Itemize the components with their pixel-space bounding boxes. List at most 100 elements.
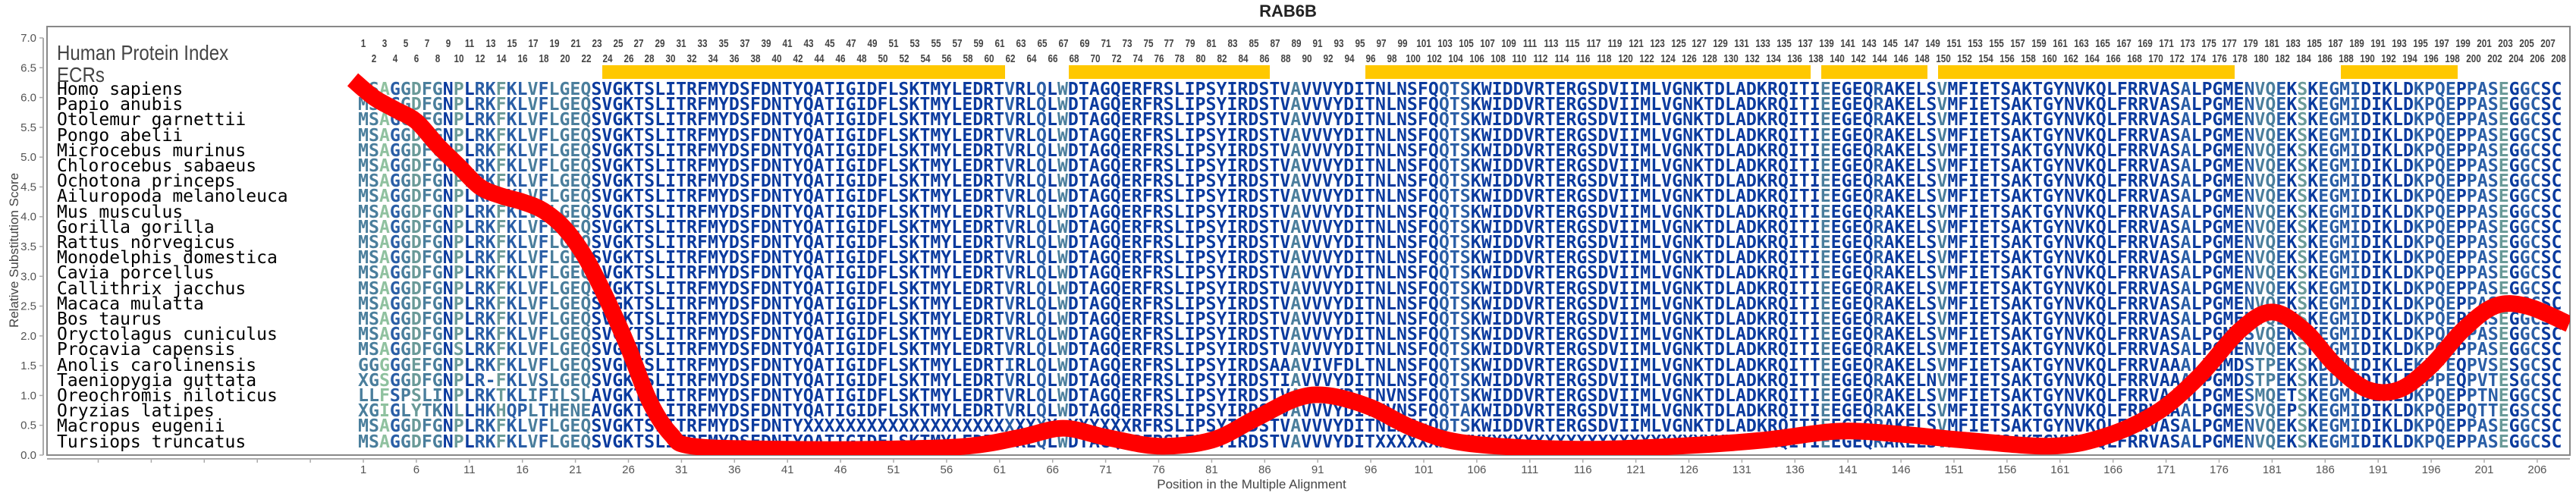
- position-number: 170: [2147, 52, 2163, 65]
- residue: K: [2382, 79, 2392, 99]
- residue: S: [739, 79, 750, 99]
- residue: R: [686, 79, 697, 99]
- position-number: 189: [2349, 37, 2364, 50]
- residue: K: [623, 94, 634, 115]
- residue: A: [2180, 79, 2191, 99]
- residue: P: [2424, 79, 2435, 99]
- position-number: 182: [2275, 52, 2291, 65]
- position-number: 148: [1915, 52, 1930, 65]
- residue: F: [538, 79, 549, 99]
- position-number: 89: [1291, 37, 1302, 50]
- residue: S: [1163, 94, 1174, 115]
- residue: I: [856, 79, 867, 99]
- residue: F: [749, 94, 761, 115]
- position-number: 196: [2424, 52, 2439, 65]
- residue: E: [1820, 79, 1831, 99]
- position-number: 188: [2339, 52, 2355, 65]
- residue: D: [1502, 94, 1513, 115]
- position-number: 5: [403, 37, 409, 50]
- position-number: 2: [371, 52, 377, 65]
- position-number: 98: [1387, 52, 1397, 65]
- position-number: 146: [1893, 52, 1908, 65]
- position-number: 143: [1861, 37, 1877, 50]
- residue: Y: [941, 94, 952, 115]
- residue: I: [2371, 79, 2383, 99]
- residue: A: [2159, 79, 2170, 99]
- position-number: 162: [2063, 52, 2078, 65]
- residue: Q: [803, 94, 814, 115]
- position-number: 31: [676, 37, 686, 50]
- position-number: 180: [2254, 52, 2270, 65]
- position-number: 12: [475, 52, 485, 65]
- position-number: 64: [1026, 52, 1037, 65]
- residue: L: [1173, 79, 1185, 99]
- residue: I: [1354, 94, 1365, 115]
- position-number: 81: [1206, 37, 1217, 50]
- residue: E: [1120, 94, 1132, 115]
- residue: N: [771, 79, 782, 99]
- position-number: 133: [1755, 37, 1771, 50]
- position-number: 23: [592, 37, 602, 50]
- residue: V: [602, 94, 613, 115]
- position-number: 177: [2222, 37, 2238, 50]
- residue: V: [1301, 79, 1312, 99]
- residue: A: [2159, 94, 2170, 115]
- position-number: 208: [2551, 52, 2566, 65]
- position-number: 4: [392, 52, 398, 65]
- residue: D: [728, 94, 740, 115]
- position-number: 110: [1512, 52, 1527, 65]
- residue: Q: [1438, 79, 1450, 99]
- position-number: 167: [2116, 37, 2131, 50]
- position-number: 63: [1016, 37, 1026, 50]
- residue: T: [781, 79, 793, 99]
- position-number: 118: [1597, 52, 1612, 65]
- position-number: 128: [1702, 52, 1718, 65]
- position-number: 204: [2508, 52, 2524, 65]
- residue: S: [1587, 94, 1598, 115]
- position-number: 132: [1745, 52, 1761, 65]
- residue: M: [930, 79, 941, 99]
- residue: R: [1534, 79, 1545, 99]
- residue: R: [1873, 79, 1884, 99]
- position-number: 192: [2381, 52, 2396, 65]
- position-number: 112: [1533, 52, 1548, 65]
- residue: D: [760, 94, 771, 115]
- residue: T: [1078, 79, 1089, 99]
- residue: F: [2116, 79, 2128, 99]
- residue: D: [728, 79, 740, 99]
- position-number: 39: [761, 37, 771, 50]
- position-number: 164: [2084, 52, 2100, 65]
- residue: G: [1576, 94, 1588, 115]
- residue: V: [1937, 79, 1948, 99]
- residue: E: [2318, 79, 2329, 99]
- residue: I: [1809, 94, 1820, 115]
- residue: T: [824, 79, 835, 99]
- position-number: 7: [424, 37, 430, 50]
- residue: R: [2127, 79, 2138, 99]
- residue: R: [1237, 79, 1249, 99]
- residue: V: [1608, 79, 1619, 99]
- position-number: 82: [1217, 52, 1227, 65]
- residue: D: [760, 79, 771, 99]
- residue: G: [1099, 94, 1111, 115]
- position-number: 111: [1522, 37, 1537, 50]
- residue: L: [1651, 79, 1662, 99]
- residue: R: [1131, 94, 1142, 115]
- residue: Y: [1333, 94, 1344, 115]
- residue: V: [1523, 94, 1535, 115]
- residue: L: [2106, 79, 2117, 99]
- residue: E: [570, 79, 581, 99]
- position-number: 119: [1607, 37, 1623, 50]
- position-number: 142: [1851, 52, 1866, 65]
- residue: W: [1481, 94, 1492, 115]
- residue: R: [1767, 79, 1778, 99]
- residue: S: [2540, 79, 2552, 99]
- residue: K: [506, 94, 517, 115]
- residue: I: [1184, 79, 1195, 99]
- position-number: 175: [2201, 37, 2216, 50]
- residue: L: [887, 79, 899, 99]
- residue: S: [1163, 79, 1174, 99]
- residue: L: [1173, 94, 1185, 115]
- residue: K: [909, 94, 920, 115]
- residue: T: [1704, 94, 1714, 115]
